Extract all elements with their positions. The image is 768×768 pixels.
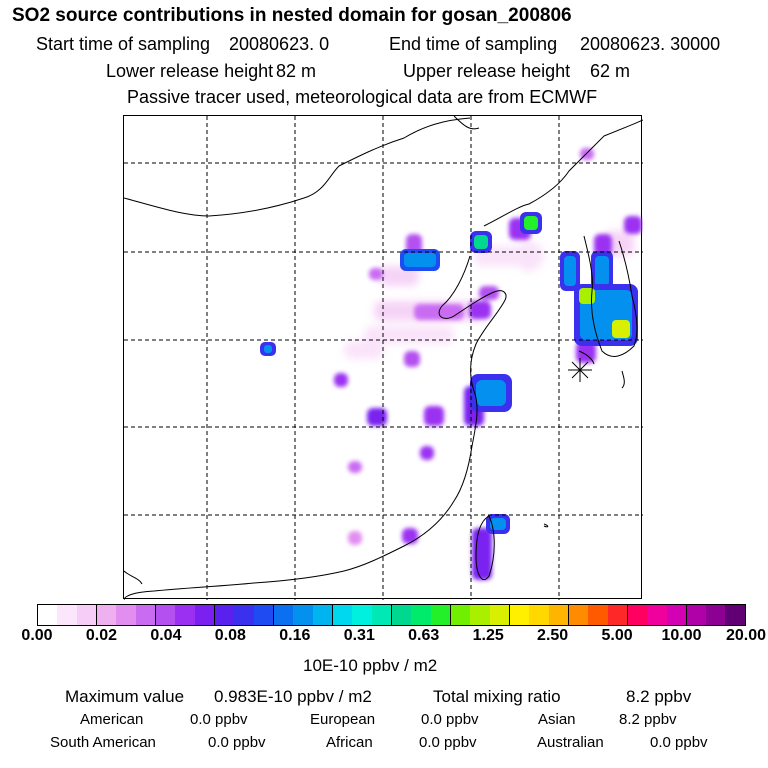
end-time-value: 20080623. 30000 — [580, 34, 721, 54]
region-name: Asian — [538, 711, 576, 728]
colorbar-swatch — [647, 605, 667, 625]
colorbar-swatch — [470, 605, 490, 625]
region-name: Australian — [537, 734, 604, 751]
colorbar-swatch — [588, 605, 608, 625]
colorbar-swatch — [175, 605, 195, 625]
max-value: 0.983E-10 ppbv / m2 — [214, 687, 372, 706]
colorbar-swatch — [666, 605, 687, 625]
colorbar-swatch — [312, 605, 333, 625]
colorbar-swatch — [548, 605, 569, 625]
colorbar-swatch — [57, 605, 77, 625]
graticule — [124, 116, 643, 600]
colorbar-swatch — [450, 605, 471, 625]
plot-title: SO2 source contributions in nested domai… — [12, 5, 572, 26]
colorbar-swatch — [253, 605, 274, 625]
colorbar-tick-label: 5.00 — [601, 627, 633, 644]
region-name: American — [80, 711, 144, 728]
region-value: 0.0 ppbv — [419, 734, 477, 751]
max-value-label: Maximum value — [65, 687, 185, 706]
total-mixing-value: 8.2 ppbv — [626, 687, 692, 706]
colorbar-swatch — [706, 605, 726, 625]
colorbar-swatch — [273, 605, 294, 625]
colorbar-swatch — [607, 605, 628, 625]
coastline-layer — [124, 116, 643, 600]
colorbar-swatch — [411, 605, 431, 625]
colorbar-swatch — [627, 605, 648, 625]
region-value: 8.2 ppbv — [619, 711, 677, 728]
region-name: African — [326, 734, 373, 751]
upper-height-label: Upper release height — [403, 61, 571, 81]
colorbar-tick-label: 0.63 — [408, 627, 440, 644]
colorbar-tick-label: 2.50 — [537, 627, 569, 644]
colorbar-swatch — [234, 605, 254, 625]
colorbar-swatch — [489, 605, 510, 625]
colorbar-swatch — [686, 605, 707, 625]
region-value: 0.0 ppbv — [208, 734, 266, 751]
colorbar-tick-label: 20.00 — [725, 627, 767, 644]
colorbar-tick-label: 0.08 — [214, 627, 246, 644]
colorbar-swatch — [391, 605, 412, 625]
start-time-value: 20080623. 0 — [229, 34, 330, 54]
colorbar-swatch — [155, 605, 176, 625]
colorbar-swatch — [332, 605, 353, 625]
colorbar-tick-label: 0.02 — [85, 627, 118, 644]
colorbar-swatch — [509, 605, 530, 625]
moderate-plume-layer — [334, 148, 642, 580]
region-value: 0.0 ppbv — [190, 711, 248, 728]
map-canvas — [124, 116, 643, 600]
colorbar-swatch — [116, 605, 136, 625]
tracer-note: Passive tracer used, meteorological data… — [127, 87, 598, 107]
lower-height-value: 82 m — [276, 61, 317, 81]
colorbar-swatch — [214, 605, 235, 625]
strong-plume-layer — [260, 212, 638, 534]
upper-height-value: 62 m — [590, 61, 631, 81]
region-name: South American — [50, 734, 156, 751]
colorbar-tick-label: 10.00 — [661, 627, 702, 644]
end-time-label: End time of sampling — [389, 34, 558, 54]
colorbar-swatch — [194, 605, 215, 625]
colorbar-tick-label: 0.31 — [343, 627, 375, 644]
region-value: 0.0 ppbv — [421, 711, 479, 728]
total-mixing-label: Total mixing ratio — [433, 687, 561, 706]
colorbar-tick-label: 0.04 — [150, 627, 182, 644]
colorbar-tick-label: 0.00 — [21, 627, 53, 644]
colorbar-swatch — [371, 605, 392, 625]
start-time-label: Start time of sampling — [36, 34, 211, 54]
colorbar-swatch — [529, 605, 549, 625]
lower-height-label: Lower release height — [106, 61, 274, 81]
map-panel — [123, 115, 643, 600]
colorbar-swatch — [293, 605, 313, 625]
colorbar-swatch — [76, 605, 97, 625]
colorbar-tick-label: 1.25 — [472, 627, 504, 644]
colorbar-swatch — [430, 605, 451, 625]
colorbar-swatch — [352, 605, 372, 625]
colorbar-swatch — [96, 605, 117, 625]
colorbar-tick-label: 0.16 — [279, 627, 311, 644]
receptor-star-icon — [568, 358, 592, 382]
region-name: European — [310, 711, 376, 728]
colorbar-swatch — [135, 605, 156, 625]
colorbar — [37, 604, 746, 626]
colorbar-swatch — [568, 605, 589, 625]
colorbar-swatch — [725, 605, 745, 625]
colorbar-swatch — [38, 605, 58, 625]
colorbar-units: 10E-10 ppbv / m2 — [303, 656, 438, 675]
region-value: 0.0 ppbv — [650, 734, 708, 751]
